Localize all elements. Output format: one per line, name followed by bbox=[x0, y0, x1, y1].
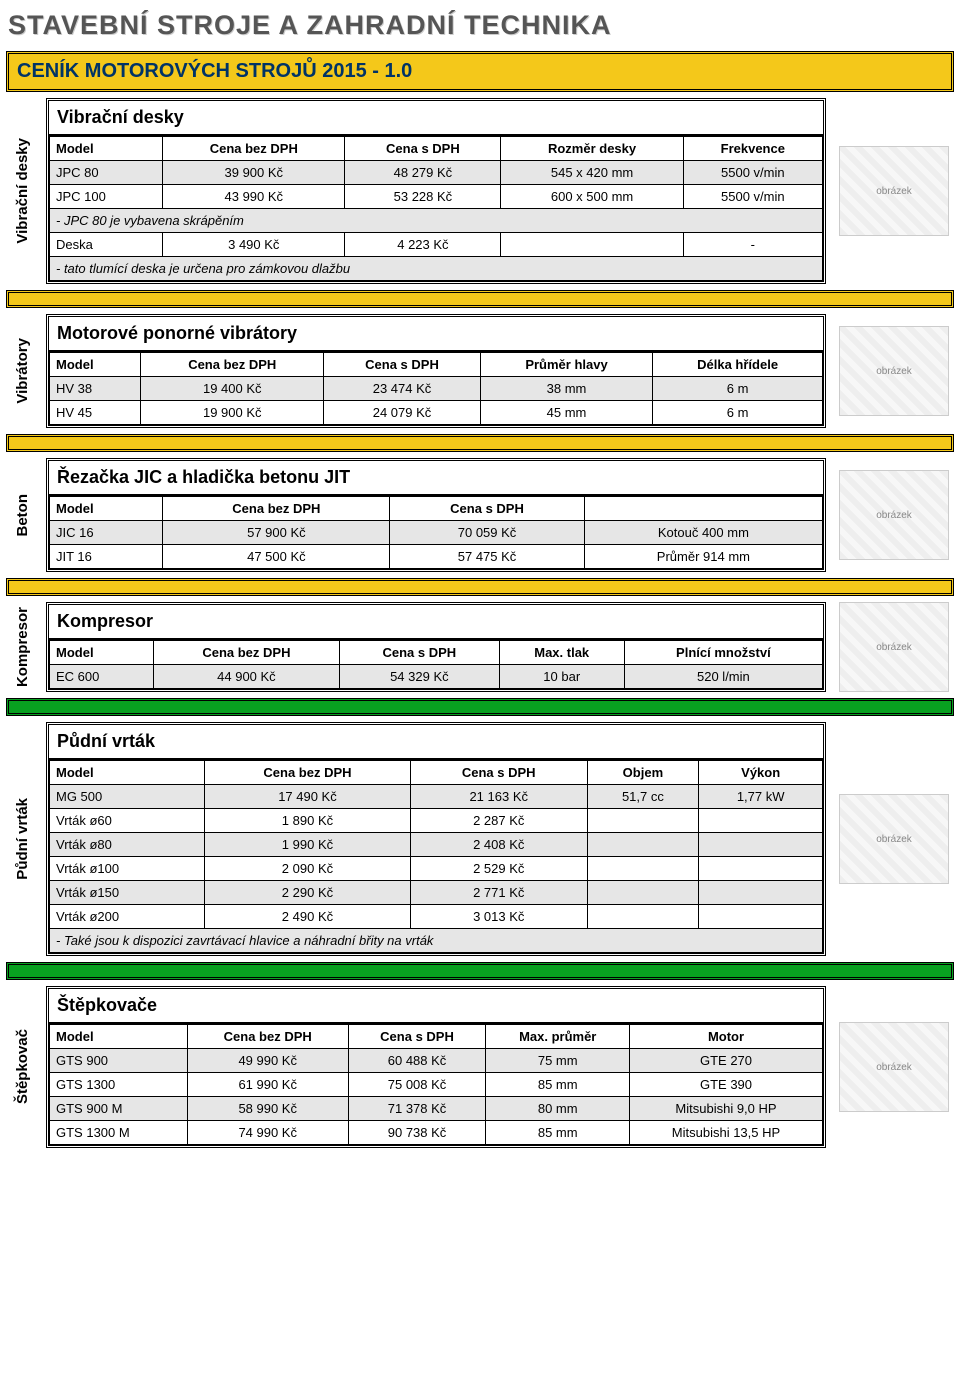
main-section-bar: CENÍK MOTOROVÝCH STROJŮ 2015 - 1.0 bbox=[6, 51, 954, 92]
product-image-desky: obrázek bbox=[834, 98, 954, 284]
sidelabel-beton: Beton bbox=[6, 458, 38, 572]
section-pudni-vrtak: Půdní vrták Půdní vrták Model Cena bez D… bbox=[6, 722, 954, 956]
divider-yellow bbox=[6, 290, 954, 308]
table-row: JIC 16 57 900 Kč 70 059 Kč Kotouč 400 mm bbox=[50, 521, 823, 545]
table-row: Deska 3 490 Kč 4 223 Kč - bbox=[50, 233, 823, 257]
divider-yellow bbox=[6, 434, 954, 452]
sidelabel-pudni-vrtak: Půdní vrták bbox=[6, 722, 38, 956]
divider-green bbox=[6, 962, 954, 980]
product-image-kompresor: obrázek bbox=[834, 602, 954, 692]
product-image-vibrator: obrázek bbox=[834, 314, 954, 428]
sidelabel-vibracni-desky: Vibrační desky bbox=[6, 98, 38, 284]
table-row: JPC 100 43 990 Kč 53 228 Kč 600 x 500 mm… bbox=[50, 185, 823, 209]
sidelabel-stepkovac: Štěpkovač bbox=[6, 986, 38, 1148]
section-kompresor: Kompresor Kompresor Model Cena bez DPH C… bbox=[6, 602, 954, 692]
col-frekvence: Frekvence bbox=[683, 137, 822, 161]
col-model: Model bbox=[50, 137, 163, 161]
table-row: GTS 900 M 58 990 Kč 71 378 Kč 80 mm Mits… bbox=[50, 1097, 823, 1121]
subtitle-kompresor: Kompresor bbox=[49, 605, 823, 640]
table-row: GTS 900 49 990 Kč 60 488 Kč 75 mm GTE 27… bbox=[50, 1049, 823, 1073]
table-row: Vrták ø150 2 290 Kč 2 771 Kč bbox=[50, 881, 823, 905]
table-stepkovace: Model Cena bez DPH Cena s DPH Max. průmě… bbox=[49, 1024, 823, 1145]
sidelabel-kompresor: Kompresor bbox=[6, 602, 38, 692]
subtitle-vibracni-desky: Vibrační desky bbox=[49, 101, 823, 136]
subtitle-pudni-vrtak: Půdní vrták bbox=[49, 725, 823, 760]
table-row: GTS 1300 M 74 990 Kč 90 738 Kč 85 mm Mit… bbox=[50, 1121, 823, 1145]
table-row: EC 600 44 900 Kč 54 329 Kč 10 bar 520 l/… bbox=[50, 665, 823, 689]
section-vibracni-desky: Vibrační desky Vibrační desky Model Cena… bbox=[6, 98, 954, 284]
table-pudni-vrtak: Model Cena bez DPH Cena s DPH Objem Výko… bbox=[49, 760, 823, 953]
subtitle-stepkovace: Štěpkovače bbox=[49, 989, 823, 1024]
table-row: HV 38 19 400 Kč 23 474 Kč 38 mm 6 m bbox=[50, 377, 823, 401]
table-row: Vrták ø100 2 090 Kč 2 529 Kč bbox=[50, 857, 823, 881]
note-row: - Také jsou k dispozici zavrtávací hlavi… bbox=[50, 929, 823, 953]
product-image-vrtak: obrázek bbox=[834, 722, 954, 956]
table-row: HV 45 19 900 Kč 24 079 Kč 45 mm 6 m bbox=[50, 401, 823, 425]
table-vibratory: Model Cena bez DPH Cena s DPH Průměr hla… bbox=[49, 352, 823, 425]
table-vibracni-desky: Model Cena bez DPH Cena s DPH Rozměr des… bbox=[49, 136, 823, 281]
note-row: - tato tlumící deska je určena pro zámko… bbox=[50, 257, 823, 281]
table-row: JIT 16 47 500 Kč 57 475 Kč Průměr 914 mm bbox=[50, 545, 823, 569]
sidelabel-vibratory: Vibrátory bbox=[6, 314, 38, 428]
divider-yellow bbox=[6, 578, 954, 596]
divider-green bbox=[6, 698, 954, 716]
note-row: - JPC 80 je vybavena skrápěním bbox=[50, 209, 823, 233]
section-stepkovace: Štěpkovač Štěpkovače Model Cena bez DPH … bbox=[6, 986, 954, 1148]
table-row: JPC 80 39 900 Kč 48 279 Kč 545 x 420 mm … bbox=[50, 161, 823, 185]
product-image-beton: obrázek bbox=[834, 458, 954, 572]
table-row: Vrták ø60 1 890 Kč 2 287 Kč bbox=[50, 809, 823, 833]
table-kompresor: Model Cena bez DPH Cena s DPH Max. tlak … bbox=[49, 640, 823, 689]
col-bezdph: Cena bez DPH bbox=[163, 137, 345, 161]
table-row: Vrták ø200 2 490 Kč 3 013 Kč bbox=[50, 905, 823, 929]
table-row: MG 500 17 490 Kč 21 163 Kč 51,7 cc 1,77 … bbox=[50, 785, 823, 809]
product-image-stepkovac: obrázek bbox=[834, 986, 954, 1148]
subtitle-vibratory: Motorové ponorné vibrátory bbox=[49, 317, 823, 352]
page-title: STAVEBNÍ STROJE A ZAHRADNÍ TECHNIKA bbox=[0, 0, 960, 47]
col-rozmer: Rozměr desky bbox=[501, 137, 683, 161]
section-beton: Beton Řezačka JIC a hladička betonu JIT … bbox=[6, 458, 954, 572]
table-row: GTS 1300 61 990 Kč 75 008 Kč 85 mm GTE 3… bbox=[50, 1073, 823, 1097]
section-vibratory: Vibrátory Motorové ponorné vibrátory Mod… bbox=[6, 314, 954, 428]
table-beton: Model Cena bez DPH Cena s DPH JIC 16 57 … bbox=[49, 496, 823, 569]
table-row: Vrták ø80 1 990 Kč 2 408 Kč bbox=[50, 833, 823, 857]
subtitle-beton: Řezačka JIC a hladička betonu JIT bbox=[49, 461, 823, 496]
col-sdph: Cena s DPH bbox=[345, 137, 501, 161]
